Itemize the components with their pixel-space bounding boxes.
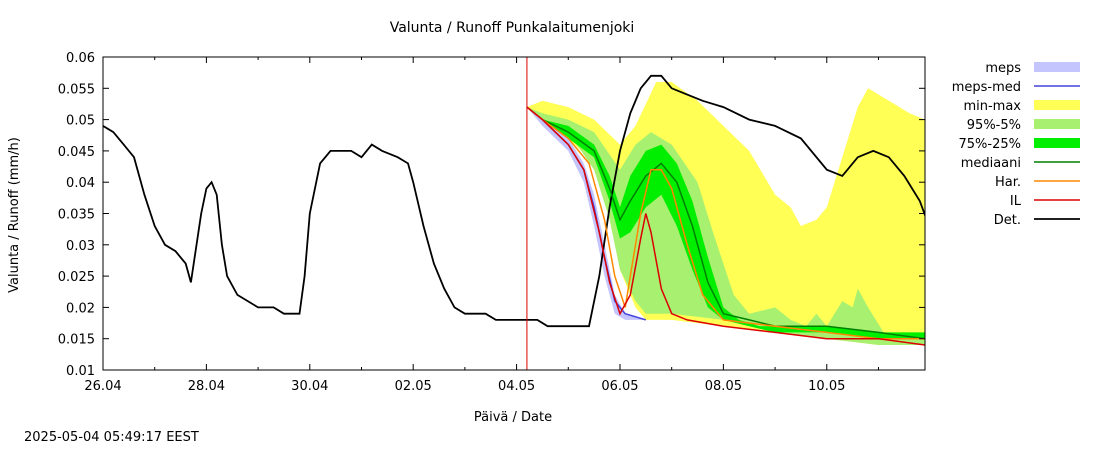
band-75-25-: [526, 107, 925, 339]
y-axis-label: Valunta / Runoff (mm/h): [7, 137, 22, 293]
series-lines: [103, 74, 925, 346]
y-tick-label: 0.015: [58, 333, 95, 348]
legend-label: Har.: [995, 175, 1021, 190]
legend-label: min-max: [963, 99, 1021, 114]
series-har: [526, 106, 925, 340]
y-tick-label: 0.02: [66, 301, 95, 316]
band-95-5-: [526, 107, 925, 345]
legend-swatch: [1034, 100, 1080, 110]
legend-item-det: Det.: [994, 213, 1080, 228]
legend-label: 75%-25%: [959, 137, 1021, 152]
axis-ticks: 0.01 0.015 0.02 0.025 0.03 0.035 0.04 0.045 0.05…: [58, 51, 925, 394]
legend-label: meps-med: [952, 80, 1021, 95]
legend-label: 95%-5%: [967, 118, 1021, 133]
y-tick-label: 0.045: [58, 145, 95, 160]
legend: meps meps-med min-max 95%-5% 75%-25% mediaani…: [952, 61, 1080, 228]
y-tick-label: 0.03: [66, 239, 95, 254]
y-tick-label: 0.06: [66, 51, 95, 66]
legend-swatch: [1034, 138, 1080, 148]
y-tick-label: 0.025: [58, 270, 95, 285]
legend-swatch: [1034, 62, 1080, 72]
x-axis-label: Päivä / Date: [474, 410, 552, 425]
x-tick-label: 28.04: [188, 379, 225, 394]
timestamp-label: 2025-05-04 05:49:17 EEST: [24, 430, 199, 445]
legend-label: mediaani: [961, 156, 1021, 171]
x-tick-label: 02.05: [395, 379, 432, 394]
x-tick-label: 30.04: [291, 379, 328, 394]
y-tick-label: 0.01: [66, 364, 95, 379]
series-il: [526, 106, 925, 346]
series-mediaani: [526, 106, 925, 340]
y-tick-label: 0.055: [58, 82, 95, 97]
forecast-bands: [526, 82, 925, 345]
legend-label: meps: [985, 61, 1021, 76]
legend-item-il: IL: [1010, 194, 1080, 209]
legend-item-meps-med: meps-med: [952, 80, 1080, 95]
legend-item-95-5: 95%-5%: [967, 118, 1080, 133]
legend-swatch: [1034, 119, 1080, 129]
legend-label: Det.: [994, 213, 1021, 228]
legend-item-har: Har.: [995, 175, 1080, 190]
y-tick-label: 0.04: [66, 176, 95, 191]
series-det: [103, 74, 925, 328]
legend-item-min-max: min-max: [963, 99, 1080, 114]
x-tick-label: 06.05: [601, 379, 638, 394]
legend-label: IL: [1010, 194, 1022, 209]
legend-item-75-25: 75%-25%: [959, 137, 1080, 152]
chart-title: Valunta / Runoff Punkalaitumenjoki: [390, 20, 635, 36]
legend-item-meps: meps: [985, 61, 1080, 76]
x-tick-label: 26.04: [84, 379, 121, 394]
x-tick-label: 10.05: [808, 379, 845, 394]
x-tick-label: 04.05: [498, 379, 535, 394]
y-tick-label: 0.05: [66, 114, 95, 129]
legend-item-mediaani: mediaani: [961, 156, 1080, 171]
y-tick-label: 0.035: [58, 208, 95, 223]
x-tick-label: 08.05: [705, 379, 742, 394]
